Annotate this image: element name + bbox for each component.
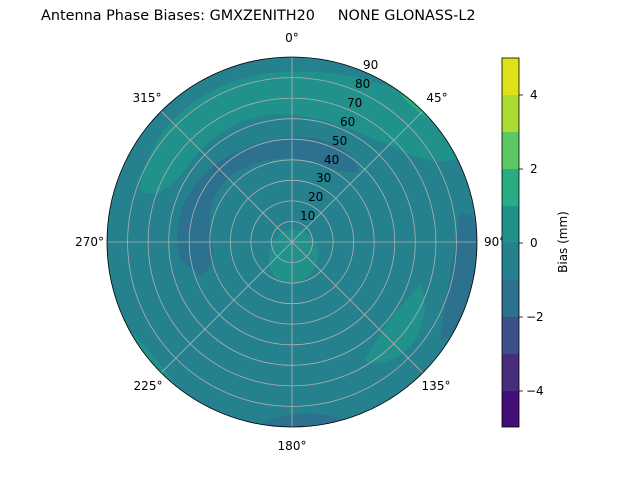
radial-tick-50: 50 [332, 134, 347, 148]
angle-tick-90: 90° [484, 235, 505, 249]
angle-tick-225: 225° [134, 379, 163, 393]
radial-tick-20: 20 [308, 190, 323, 204]
colorbar: 4 2 0 −2 −4 Bias (mm) [501, 57, 570, 428]
angle-tick-270: 270° [75, 235, 104, 249]
radial-tick-60: 60 [340, 115, 355, 129]
angle-tick-180: 180° [278, 439, 307, 453]
contour-fill [107, 57, 477, 427]
colorbar-tick-neg2: −2 [526, 310, 544, 324]
colorbar-tick-neg4: −4 [526, 384, 544, 398]
angle-tick-135: 135° [422, 379, 451, 393]
chart-title: Antenna Phase Biases: GMXZENITH20 NONE G… [41, 8, 476, 24]
radial-tick-90: 90 [363, 58, 378, 72]
colorbar-label: Bias (mm) [556, 211, 570, 273]
colorbar-tick-2: 2 [530, 162, 538, 176]
colorbar-tick-0: 0 [530, 236, 538, 250]
angle-tick-315: 315° [133, 91, 162, 105]
radial-tick-40: 40 [324, 153, 339, 167]
radial-tick-70: 70 [347, 96, 362, 110]
angle-tick-45: 45° [426, 91, 447, 105]
polar-grid [107, 57, 477, 427]
colorbar-tick-4: 4 [530, 88, 538, 102]
angle-tick-0: 0° [285, 31, 299, 45]
radial-tick-30: 30 [316, 171, 331, 185]
radial-tick-80: 80 [355, 77, 370, 91]
radial-tick-10: 10 [300, 209, 315, 223]
